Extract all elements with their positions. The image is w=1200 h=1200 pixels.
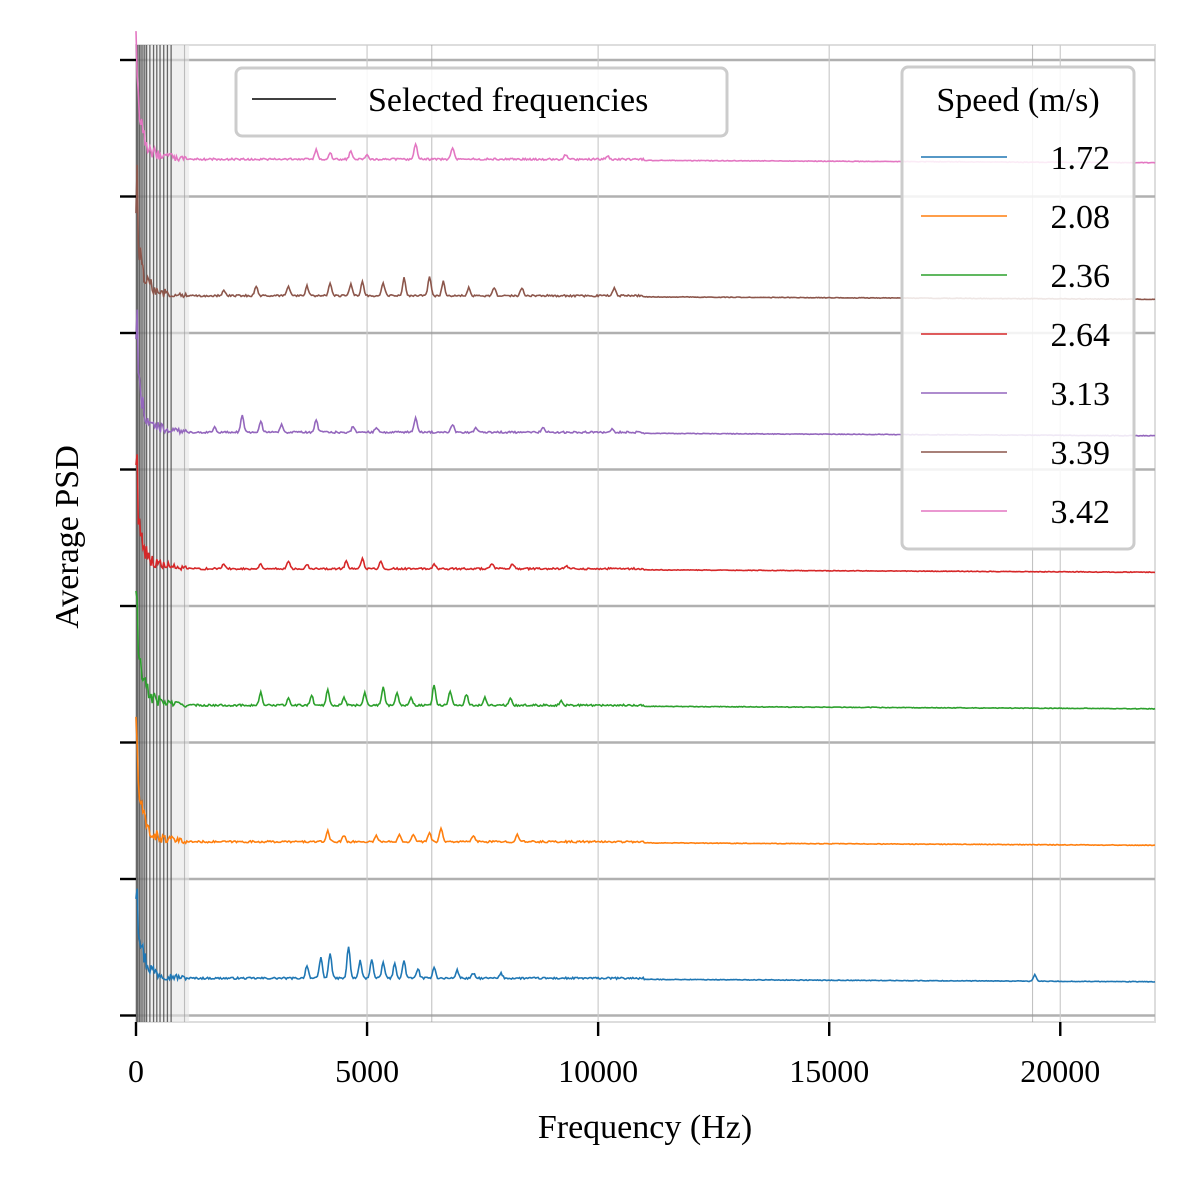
series-line-2-08 <box>135 716 1156 847</box>
selected-frequencies-legend: Selected frequencies <box>234 66 729 138</box>
selected-legend-box <box>234 66 729 138</box>
selected-frequency-lines <box>136 45 1034 1022</box>
series-line-2-36 <box>135 590 1156 710</box>
x-tick-label: 15000 <box>789 1053 869 1089</box>
x-axis-label: Frequency (Hz) <box>538 1109 752 1146</box>
selected-band-shade <box>136 45 190 1022</box>
y-axis-label: Average PSD <box>49 445 86 629</box>
x-tick-label: 10000 <box>558 1053 638 1089</box>
axis-layer: 0 5000 10000 15000 20000 <box>120 58 1100 1089</box>
x-tick-label: 0 <box>128 1053 144 1089</box>
legend-entry-2-08: 2.08 <box>1051 199 1111 236</box>
selected-legend-label: Selected frequencies <box>368 82 648 119</box>
legend-entry-2-36: 2.36 <box>1051 258 1111 295</box>
legend-entry-3-13: 3.13 <box>1051 376 1111 413</box>
speed-legend-title: Speed (m/s) <box>936 82 1099 119</box>
series-layer <box>135 31 1156 983</box>
series-line-2-64 <box>135 454 1156 574</box>
speed-legend-box <box>900 65 1136 551</box>
legend-entry-3-42: 3.42 <box>1051 494 1111 531</box>
speed-legend: Speed (m/s) 1.72 2.08 2.36 2.64 3.13 3.39 3.42 <box>900 65 1136 551</box>
x-tick-label: 5000 <box>335 1053 399 1089</box>
legend-entry-2-64: 2.64 <box>1051 317 1111 354</box>
legend-entry-1-72: 1.72 <box>1051 140 1111 177</box>
x-tick-label: 20000 <box>1020 1053 1100 1089</box>
legend-entry-3-39: 3.39 <box>1051 435 1111 472</box>
series-line-1-72 <box>135 888 1156 983</box>
